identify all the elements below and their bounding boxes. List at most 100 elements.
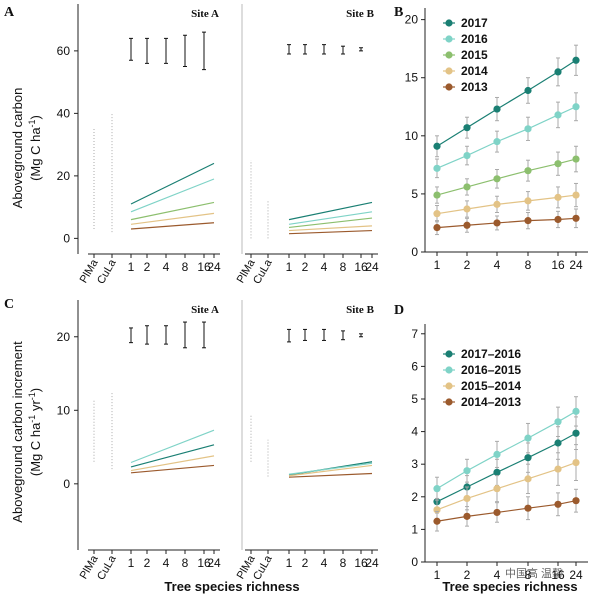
point-d-0-5 <box>572 429 580 437</box>
legend-marker-d-3 <box>445 398 453 406</box>
series-line-a-1-0 <box>288 201 373 221</box>
point-b-2-0 <box>433 191 441 199</box>
point-b-1-3 <box>524 125 532 133</box>
legend-label-d-0: 2017–2016 <box>461 347 521 361</box>
y-tick-label-b-4: 20 <box>405 13 419 27</box>
series-line-c-0-1 <box>130 429 215 464</box>
series-line-c-1-3 <box>288 472 373 478</box>
point-d-0-4 <box>554 439 562 447</box>
series-line-a-0-4 <box>130 222 215 230</box>
y-tick-label-b-0: 0 <box>411 245 418 259</box>
y-axis-title-a-sup: -1 <box>27 119 37 127</box>
x-tick-label-b-2: 4 <box>494 258 501 272</box>
y-tick-label-d-2: 2 <box>411 490 418 504</box>
y-tick-label-d-6: 6 <box>411 359 418 373</box>
y-axis-title-a-units-main: (Mg C ha <box>28 127 43 181</box>
point-b-3-3 <box>524 197 532 205</box>
x-tick-label-c-0-1: 2 <box>144 556 151 570</box>
point-b-1-2 <box>493 138 501 146</box>
point-d-2-4 <box>554 465 562 473</box>
y-axis-title-a-end: ) <box>28 115 43 119</box>
point-b-2-3 <box>524 167 532 175</box>
x-tick-label-d-5: 24 <box>569 568 583 582</box>
x-tick-label-a-1-1: 2 <box>302 260 309 274</box>
point-b-4-3 <box>524 217 532 225</box>
point-b-3-4 <box>554 193 562 201</box>
y-tick-label-c-0: 0 <box>63 477 70 491</box>
point-d-1-0 <box>433 485 441 493</box>
site-title-c-1: Site B <box>346 304 374 316</box>
legend-marker-b-2 <box>445 51 453 59</box>
y-tick-label-b-1: 5 <box>411 187 418 201</box>
series-line-a-0-2 <box>130 201 215 221</box>
x-tick-label-a-0-1: 2 <box>144 260 151 274</box>
legend-label-b-3: 2014 <box>461 64 488 78</box>
x-tick-label-b-4: 16 <box>551 258 565 272</box>
x-tick-label-b-1: 2 <box>464 258 471 272</box>
y-tick-label-a-1: 20 <box>57 169 71 183</box>
legend-marker-d-0 <box>445 350 453 358</box>
legend-marker-d-1 <box>445 366 453 374</box>
y-tick-label-d-0: 0 <box>411 555 418 569</box>
x-tick-label-c-0-4: 16 <box>197 556 211 570</box>
y-tick-label-c-2: 20 <box>57 330 71 344</box>
point-d-2-1 <box>463 494 471 503</box>
point-d-2-2 <box>493 485 501 493</box>
point-d-1-2 <box>493 450 501 459</box>
series-line-a-1-2 <box>288 217 373 229</box>
point-b-3-0 <box>433 210 441 218</box>
y-tick-label-a-2: 40 <box>57 106 71 120</box>
point-b-0-2 <box>493 105 501 113</box>
point-d-0-2 <box>493 468 501 476</box>
y-tick-label-d-7: 7 <box>411 327 418 341</box>
x-tick-label-d-2: 4 <box>494 568 501 582</box>
point-d-1-3 <box>524 434 532 442</box>
legend-marker-d-2 <box>445 382 453 390</box>
panel-label-b: B <box>394 5 403 20</box>
legend-marker-b-4 <box>445 83 453 91</box>
y-axis-title-a-units: (Mg C ha-1) <box>27 115 43 181</box>
point-b-0-5 <box>572 56 580 64</box>
x-tick-label-d-3: 8 <box>525 568 532 582</box>
x-tick-label-d-0: 1 <box>434 568 441 582</box>
point-b-3-2 <box>493 200 501 208</box>
point-d-2-5 <box>572 458 580 467</box>
y-tick-label-d-3: 3 <box>411 457 418 471</box>
panel-label-a: A <box>4 5 15 20</box>
point-d-1-1 <box>463 467 471 475</box>
x-tick-label-c-0-3: 8 <box>182 556 189 570</box>
point-d-3-2 <box>493 508 501 517</box>
point-b-3-5 <box>572 191 580 199</box>
point-b-1-5 <box>572 103 580 111</box>
point-b-0-0 <box>433 142 441 150</box>
y-axis-title-a: Aboveground carbon <box>10 88 25 209</box>
x-tick-label-a-1-0: 1 <box>286 260 293 274</box>
series-line-a-0-1 <box>130 178 215 213</box>
series-line-c-0-0 <box>130 444 215 468</box>
point-b-0-3 <box>524 86 532 95</box>
y-tick-label-d-4: 4 <box>411 425 418 439</box>
x-tick-label-d-4: 16 <box>551 568 565 582</box>
x-tick-label-c-1-4: 16 <box>354 556 368 570</box>
site-title-c-0: Site A <box>191 304 219 316</box>
point-b-2-1 <box>463 183 471 191</box>
series-line-c-1-1 <box>288 462 373 475</box>
y-axis-title-c-mid: yr <box>28 400 43 415</box>
point-b-2-4 <box>554 160 562 168</box>
y-axis-title-c-sup2: -1 <box>27 392 37 400</box>
point-b-4-4 <box>554 215 562 224</box>
series-line-a-1-4 <box>288 229 373 235</box>
x-axis-title-d: Tree species richness <box>442 579 577 594</box>
y-axis-title-c-units: (Mg C ha-1 yr-1) <box>27 388 43 476</box>
x-tick-label-a-0-2: 4 <box>163 260 170 274</box>
point-b-1-4 <box>554 111 562 119</box>
mono-tick-label-a-0-1: CuLa <box>95 257 119 287</box>
legend-marker-b-3 <box>445 67 453 75</box>
legend-label-d-1: 2016–2015 <box>461 363 521 377</box>
x-tick-label-b-3: 8 <box>525 258 532 272</box>
x-tick-label-b-0: 1 <box>434 258 441 272</box>
legend-label-b-0: 2017 <box>461 16 488 30</box>
panel-label-d: D <box>394 303 404 318</box>
point-b-4-0 <box>433 224 441 232</box>
